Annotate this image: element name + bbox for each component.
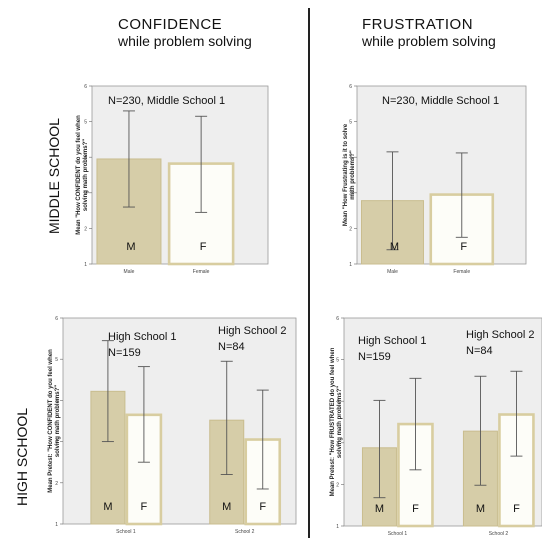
x-tick-label: School 1 — [116, 529, 136, 535]
chart-annotation: High School 2 — [466, 329, 535, 341]
bar-label: F — [412, 503, 419, 515]
chart-annotation: High School 2 — [218, 325, 287, 337]
y-axis-label: solving math problems?" — [55, 385, 61, 457]
y-tick-label: 1 — [84, 262, 87, 268]
y-tick-label: 2 — [84, 226, 87, 232]
x-tick-label: Male — [387, 269, 398, 275]
column-title-line2: while problem solving — [118, 33, 252, 49]
bar-label: M — [390, 241, 399, 253]
x-tick-label: Male — [124, 269, 135, 275]
y-tick-label: 6 — [349, 84, 352, 90]
x-tick-label: School 2 — [489, 531, 509, 537]
column-title-line1: CONFIDENCE — [118, 16, 223, 33]
column-divider — [308, 8, 310, 538]
y-axis-label: solving math problems?" — [337, 386, 343, 458]
chart-annotation: N=230, Middle School 1 — [108, 95, 225, 107]
x-tick-label: Female — [453, 269, 470, 275]
y-tick-label: 5 — [55, 357, 58, 363]
bar-label: F — [460, 241, 467, 253]
y-tick-label: 2 — [336, 482, 339, 488]
y-tick-label: 3 — [349, 191, 352, 197]
y-tick-label: 4 — [84, 155, 87, 161]
y-tick-label: 4 — [349, 155, 352, 161]
y-tick-label: 5 — [84, 120, 87, 126]
y-axis-label: solving math problems?" — [83, 139, 89, 211]
y-tick-label: 5 — [336, 358, 339, 364]
bar-label: M — [222, 501, 231, 513]
chart-annotation: N=84 — [218, 341, 245, 353]
y-tick-label: 4 — [336, 399, 339, 405]
y-tick-label: 1 — [349, 262, 352, 268]
y-axis-label: Mean "How CONFIDENT do you feel when — [76, 115, 82, 235]
chart-annotation: N=84 — [466, 345, 493, 357]
y-tick-label: 1 — [55, 522, 58, 528]
bar-label: M — [375, 503, 384, 515]
chart-annotation: N=159 — [358, 351, 391, 363]
column-title-frustration: FRUSTRATION while problem solving — [362, 16, 496, 50]
bar-label: F — [141, 501, 148, 513]
chart-annotation: High School 1 — [358, 335, 427, 347]
x-tick-label: School 2 — [235, 529, 255, 535]
bar-label: M — [126, 241, 135, 253]
bar-label: F — [259, 501, 266, 513]
column-title-confidence: CONFIDENCE while problem solving — [118, 16, 252, 50]
bar-label: M — [103, 501, 112, 513]
y-tick-label: 1 — [336, 524, 339, 530]
x-tick-label: School 1 — [388, 531, 408, 537]
y-tick-label: 3 — [84, 191, 87, 197]
bar-label: F — [513, 503, 520, 515]
chart-annotation: N=230, Middle School 1 — [382, 95, 499, 107]
x-tick-label: Female — [193, 269, 210, 275]
y-tick-label: 2 — [55, 481, 58, 487]
y-axis-label: Mean Pretest: "How CONFIDENT do you feel… — [48, 349, 54, 493]
y-tick-label: 6 — [55, 316, 58, 322]
y-tick-label: 6 — [336, 316, 339, 322]
column-title-line2: while problem solving — [362, 33, 496, 49]
y-tick-label: 6 — [84, 84, 87, 90]
y-tick-label: 2 — [349, 226, 352, 232]
y-tick-label: 4 — [55, 398, 58, 404]
chart-annotation: N=159 — [108, 347, 141, 359]
y-tick-label: 3 — [336, 441, 339, 447]
y-axis-label: Mean Pretest: "How FRUSTRATED do you fee… — [330, 347, 336, 496]
column-title-line1: FRUSTRATION — [362, 16, 474, 33]
bar-label: M — [476, 503, 485, 515]
chart-annotation: High School 1 — [108, 331, 177, 343]
y-tick-label: 5 — [349, 120, 352, 126]
bar-label: F — [200, 241, 207, 253]
y-tick-label: 3 — [55, 440, 58, 446]
y-axis-label: math problems?" — [350, 150, 356, 200]
y-axis-label: Mean "How Frustrating is it to solve — [343, 123, 349, 226]
